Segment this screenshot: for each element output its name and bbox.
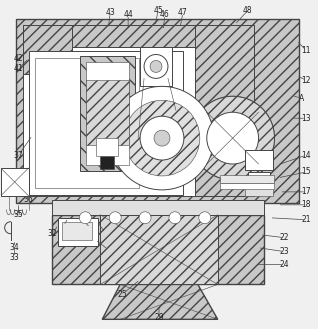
Bar: [80, 57, 135, 171]
Text: 35: 35: [14, 210, 24, 219]
Text: 29: 29: [154, 313, 164, 322]
Circle shape: [144, 55, 168, 78]
Text: 17: 17: [301, 188, 311, 196]
Bar: [62, 222, 92, 240]
Bar: [245, 150, 273, 170]
Text: 27: 27: [86, 223, 95, 232]
Text: 14: 14: [301, 151, 311, 160]
Bar: [195, 25, 253, 196]
Bar: [86, 80, 129, 145]
Polygon shape: [102, 285, 218, 319]
Text: 44: 44: [123, 10, 133, 19]
Text: 43: 43: [105, 8, 115, 17]
Circle shape: [154, 130, 170, 146]
Bar: [100, 215, 218, 285]
Text: 42: 42: [14, 54, 24, 63]
Circle shape: [110, 86, 214, 190]
Text: 15: 15: [301, 167, 311, 176]
Bar: [59, 218, 98, 246]
Circle shape: [191, 96, 274, 180]
Text: 33: 33: [10, 253, 19, 262]
Circle shape: [191, 96, 274, 180]
Bar: [220, 175, 274, 183]
Bar: [140, 46, 172, 86]
Text: 18: 18: [301, 200, 311, 209]
Circle shape: [207, 112, 259, 164]
Text: 23: 23: [280, 247, 289, 256]
Circle shape: [80, 212, 91, 224]
Text: 45: 45: [153, 6, 163, 15]
Bar: [86, 63, 129, 165]
Bar: [100, 155, 114, 169]
Circle shape: [109, 212, 121, 224]
Circle shape: [140, 116, 184, 160]
Bar: [16, 19, 299, 203]
Bar: [245, 186, 273, 196]
Text: 13: 13: [301, 114, 311, 123]
Circle shape: [199, 212, 211, 224]
Bar: [248, 172, 270, 186]
Text: 34: 34: [10, 243, 19, 252]
Text: A: A: [299, 94, 304, 103]
Bar: [23, 25, 253, 46]
Bar: [1, 168, 29, 196]
Text: 46: 46: [160, 10, 170, 19]
Bar: [52, 200, 264, 215]
Text: 32: 32: [48, 229, 57, 238]
Circle shape: [139, 212, 151, 224]
Text: B: B: [16, 178, 21, 188]
Text: 28: 28: [100, 228, 110, 237]
Bar: [96, 138, 118, 156]
Bar: [29, 50, 183, 195]
Circle shape: [169, 212, 181, 224]
Text: 48: 48: [243, 6, 252, 15]
Text: 47: 47: [178, 8, 188, 17]
Bar: [23, 25, 253, 196]
Text: 41: 41: [14, 64, 24, 73]
Bar: [220, 183, 274, 189]
Bar: [52, 215, 264, 285]
Text: 26: 26: [103, 245, 113, 254]
Text: 12: 12: [301, 76, 311, 85]
Text: 37: 37: [14, 151, 24, 160]
Text: 24: 24: [280, 260, 289, 269]
Text: 36: 36: [24, 195, 33, 204]
Text: 11: 11: [301, 46, 311, 55]
Text: 21: 21: [301, 215, 311, 224]
Text: 22: 22: [280, 233, 289, 242]
Text: 25: 25: [117, 290, 127, 299]
Bar: [35, 59, 139, 188]
Circle shape: [124, 100, 200, 176]
Text: 31: 31: [59, 221, 68, 230]
Circle shape: [150, 61, 162, 72]
Bar: [23, 25, 73, 74]
